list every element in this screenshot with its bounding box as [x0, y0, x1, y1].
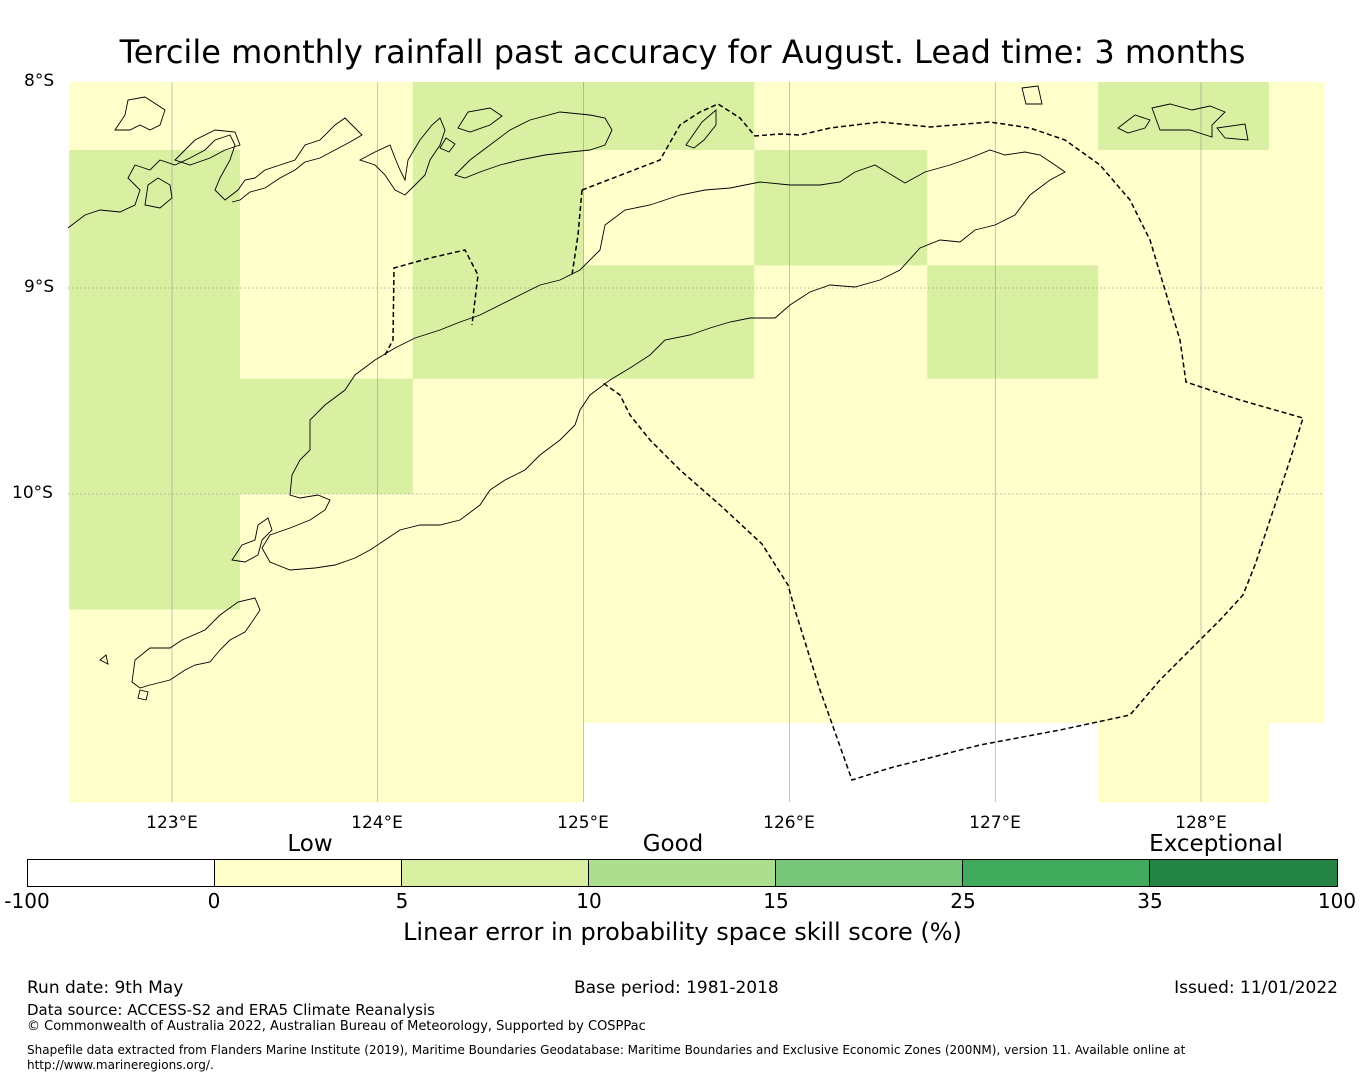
- grid-cell: [927, 82, 1099, 266]
- lon-label-128e: 128°E: [1175, 813, 1227, 833]
- run-date: Run date: 9th May: [27, 978, 184, 998]
- colorbar: [27, 859, 1338, 887]
- tick-5: 5: [395, 889, 409, 913]
- base-period: Base period: 1981-2018: [574, 978, 779, 998]
- shapefile-credit: Shapefile data extracted from Flanders M…: [27, 1043, 1186, 1072]
- coastline-alor: [358, 117, 446, 196]
- lat-label-9s: 9°S: [24, 277, 55, 297]
- category-low: Low: [287, 831, 333, 857]
- grid-cell: [1098, 150, 1270, 803]
- coastline-timor: [261, 149, 1066, 571]
- maritime-boundaries: [384, 103, 1304, 781]
- grid-cell: [239, 82, 414, 380]
- lon-label-123e: 123°E: [146, 813, 198, 833]
- category-exceptional: Exceptional: [1149, 831, 1283, 857]
- issued-date: Issued: 11/01/2022: [1174, 978, 1338, 998]
- lat-label-10s: 10°S: [12, 483, 53, 503]
- coastline-island-a: [114, 96, 166, 131]
- data-source: Data source: ACCESS-S2 and ERA5 Climate …: [27, 1001, 435, 1019]
- grid-cell: [927, 378, 1099, 724]
- grid-cell: [583, 378, 755, 724]
- coastline-islet-1: [1021, 85, 1043, 105]
- coastline-island-b: [144, 177, 173, 209]
- grid-cell: [1268, 82, 1325, 724]
- coastline-sumba: [99, 597, 261, 689]
- tick-minus-100: -100: [4, 889, 50, 913]
- colorbar-segment: [963, 860, 1150, 886]
- lon-label-126e: 126°E: [763, 813, 815, 833]
- coastline-flores: [67, 117, 363, 229]
- coastlines: [67, 85, 1249, 701]
- grid-cell: [412, 378, 585, 803]
- tick-35: 35: [1137, 889, 1163, 913]
- tick-15: 15: [763, 889, 789, 913]
- coastline-small-1: [439, 137, 456, 153]
- copyright: © Commonwealth of Australia 2022, Austra…: [27, 1019, 646, 1034]
- eez-boundary-oecusse: [384, 249, 479, 356]
- grid-cell: [754, 150, 928, 266]
- colorbar-segment: [776, 860, 963, 886]
- colorbar-segment: [589, 860, 776, 886]
- tick-25: 25: [950, 889, 976, 913]
- colorbar-segment: [28, 860, 215, 886]
- tick-100: 100: [1317, 889, 1357, 913]
- coastline-islet-4: [1216, 123, 1249, 141]
- colorbar-segment: [1150, 860, 1337, 886]
- coastline-island-c: [174, 129, 241, 166]
- eez-boundary-enclave-edge: [571, 189, 583, 276]
- coastline-wetar: [454, 111, 613, 179]
- category-good: Good: [642, 831, 704, 857]
- grid-cell: [69, 609, 241, 803]
- colorbar-segment: [215, 860, 402, 886]
- lon-label-127e: 127°E: [969, 813, 1021, 833]
- colorbar-label: Linear error in probability space skill …: [403, 918, 962, 946]
- graticule: [68, 82, 1324, 802]
- grid-cell: [69, 150, 241, 610]
- grid-cell: [1098, 82, 1270, 151]
- grid-cell: [69, 82, 241, 151]
- skill-map: [67, 82, 1325, 803]
- coastline-small-2: [457, 107, 503, 133]
- grid-cell: [583, 265, 755, 380]
- grid-cell: [754, 82, 928, 151]
- lat-label-8s: 8°S: [24, 71, 55, 91]
- coastline-islet-3: [1117, 114, 1151, 134]
- tick-10: 10: [576, 889, 602, 913]
- map-title: Tercile monthly rainfall past accuracy f…: [119, 33, 1246, 71]
- tick-0: 0: [207, 889, 221, 913]
- grid-cell: [239, 494, 414, 803]
- colorbar-segment: [402, 860, 589, 886]
- lon-label-125e: 125°E: [557, 813, 609, 833]
- skill-grid-cells: [69, 82, 1325, 803]
- coastline-sawu-islet: [137, 689, 149, 701]
- grid-cell: [583, 150, 755, 266]
- grid-cell: [412, 82, 585, 380]
- eez-boundary-timor-leste: [581, 103, 1304, 781]
- grid-cell: [583, 82, 755, 151]
- grid-cell: [239, 378, 414, 495]
- coastline-atauro: [685, 109, 717, 149]
- grid-cell: [927, 265, 1099, 380]
- coastline-rote: [231, 517, 273, 563]
- lon-label-124e: 124°E: [351, 813, 403, 833]
- coastline-islet-2: [1151, 103, 1226, 138]
